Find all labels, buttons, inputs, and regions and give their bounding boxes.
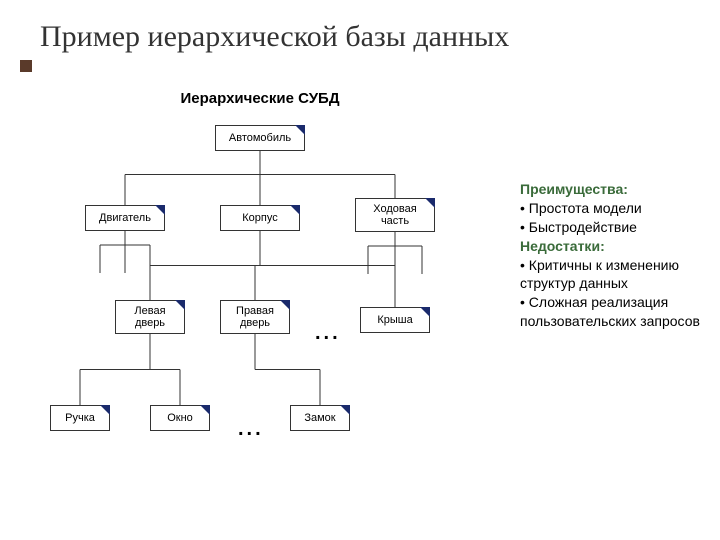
sidebar-text: Преимущества: • Простота модели • Быстро… — [520, 180, 700, 331]
ellipsis: ... — [315, 322, 341, 345]
disadvantage-item: • Сложная реализация пользовательских за… — [520, 294, 700, 329]
tree-node-window: Окно — [150, 405, 210, 431]
tree-node-body: Корпус — [220, 205, 300, 231]
tree-node-handle: Ручка — [50, 405, 110, 431]
tree-node-rdoor: Правая дверь — [220, 300, 290, 334]
page-title: Пример иерархической базы данных — [40, 20, 509, 54]
tree-node-chassis: Ходовая часть — [355, 198, 435, 232]
advantages-header: Преимущества: — [520, 181, 628, 197]
tree-node-lock: Замок — [290, 405, 350, 431]
disadvantage-item: • Критичны к изменению структур данных — [520, 257, 679, 292]
hierarchy-diagram: Иерархические СУБД Автомобиль Двигатель Ко… — [20, 90, 500, 490]
ellipsis: ... — [238, 418, 264, 441]
diagram-title: Иерархические СУБД — [20, 90, 500, 107]
advantage-item: • Простота модели — [520, 200, 642, 216]
tree-node-root: Автомобиль — [215, 125, 305, 151]
advantage-item: • Быстродействие — [520, 219, 637, 235]
tree-node-ldoor: Левая дверь — [115, 300, 185, 334]
tree-node-roof: Крыша — [360, 307, 430, 333]
disadvantages-header: Недостатки: — [520, 238, 605, 254]
tree-node-engine: Двигатель — [85, 205, 165, 231]
title-accent-square — [20, 60, 32, 72]
